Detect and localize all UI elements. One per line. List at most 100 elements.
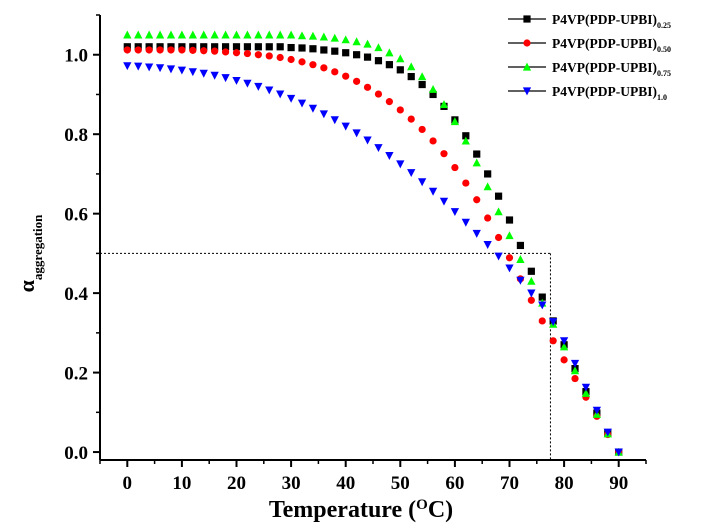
data-point [473, 196, 481, 204]
legend-label-name: P4VP(PDP-UPBI) [552, 12, 657, 27]
data-point [276, 90, 285, 99]
data-point [505, 264, 514, 273]
data-point [494, 207, 503, 216]
data-point [571, 374, 579, 383]
y-tick-label: 0.8 [64, 125, 88, 146]
data-point [287, 55, 295, 64]
data-point [221, 30, 230, 39]
data-point [177, 30, 187, 39]
data-point [418, 72, 427, 81]
data-point [494, 252, 503, 261]
data-point [254, 43, 262, 51]
data-point [308, 104, 318, 113]
data-point [265, 43, 273, 51]
data-point [199, 30, 208, 39]
data-point [265, 52, 273, 60]
data-point [505, 231, 514, 240]
data-point [286, 94, 296, 103]
data-point [254, 30, 263, 39]
data-point [178, 46, 186, 54]
x-tick-label: 70 [500, 473, 519, 494]
data-point [308, 31, 318, 40]
x-tick-label: 20 [227, 473, 246, 494]
x-axis-title-main: Temperature ( [269, 497, 416, 523]
data-point [483, 241, 492, 249]
data-point [407, 62, 416, 71]
y-axis-title-sub: aggregation [30, 214, 45, 280]
data-point [276, 53, 284, 62]
reference-lines [100, 252, 551, 460]
y-axis-title: αaggregation [14, 214, 45, 293]
data-point [331, 68, 339, 76]
x-tick-label: 30 [282, 473, 301, 494]
data-point [232, 30, 241, 39]
data-point [330, 116, 339, 125]
data-point [407, 115, 415, 123]
y-axis-title-main: α [14, 279, 39, 292]
data-point [581, 383, 591, 392]
data-point [331, 47, 339, 55]
data-point [559, 342, 569, 351]
data-point [570, 359, 580, 368]
data-point [483, 182, 492, 191]
data-point [440, 150, 448, 158]
data-point [123, 46, 131, 54]
legend-label-subscript: 0.50 [657, 45, 671, 54]
data-point [418, 178, 427, 187]
data-point [353, 51, 361, 59]
data-point [341, 122, 350, 131]
x-tick-label: 80 [555, 473, 574, 494]
data-point [352, 129, 361, 138]
data-point [166, 30, 176, 39]
data-point [462, 132, 470, 140]
legend-label-subscript: 0.25 [657, 21, 671, 30]
data-point [188, 68, 197, 77]
data-point [484, 170, 492, 178]
data-point [276, 30, 285, 39]
data-point [123, 30, 132, 39]
data-point [505, 254, 514, 262]
data-point [134, 62, 143, 71]
legend-marker [522, 87, 532, 96]
data-point [243, 49, 252, 58]
data-point [134, 46, 142, 54]
data-point [352, 37, 361, 46]
data-point [319, 32, 328, 41]
data-point [309, 45, 317, 53]
data-point [221, 43, 230, 51]
x-tick-label: 0 [123, 473, 133, 494]
data-point [320, 64, 328, 72]
data-point [396, 66, 404, 74]
x-axis-title-post: C) [428, 497, 453, 523]
series-0.50 [123, 46, 623, 456]
data-point [428, 187, 438, 196]
data-point [363, 83, 372, 91]
legend-label-subscript: 0.75 [657, 69, 671, 78]
data-point [341, 35, 350, 44]
data-point [385, 48, 394, 57]
data-point [484, 214, 492, 222]
data-point [177, 66, 187, 75]
data-point [473, 150, 481, 158]
data-point [188, 30, 197, 39]
data-point [538, 293, 546, 301]
data-point [472, 158, 481, 167]
data-point [374, 57, 383, 65]
data-point [450, 208, 460, 216]
legend-label: P4VP(PDP-UPBI)0.50 [552, 36, 671, 54]
data-point [570, 366, 580, 375]
data-point [505, 216, 514, 224]
data-point [221, 48, 230, 56]
data-point [254, 51, 262, 59]
data-point [461, 218, 470, 227]
data-point [243, 43, 252, 51]
data-point [363, 39, 372, 48]
x-tick-label: 50 [391, 473, 410, 494]
y-tick-label: 0.4 [64, 284, 88, 305]
data-point [527, 276, 536, 285]
data-point [429, 137, 437, 145]
x-axis-title-sup: O [416, 497, 428, 513]
data-point [538, 317, 546, 325]
data-point [527, 296, 535, 304]
data-point [516, 276, 525, 285]
